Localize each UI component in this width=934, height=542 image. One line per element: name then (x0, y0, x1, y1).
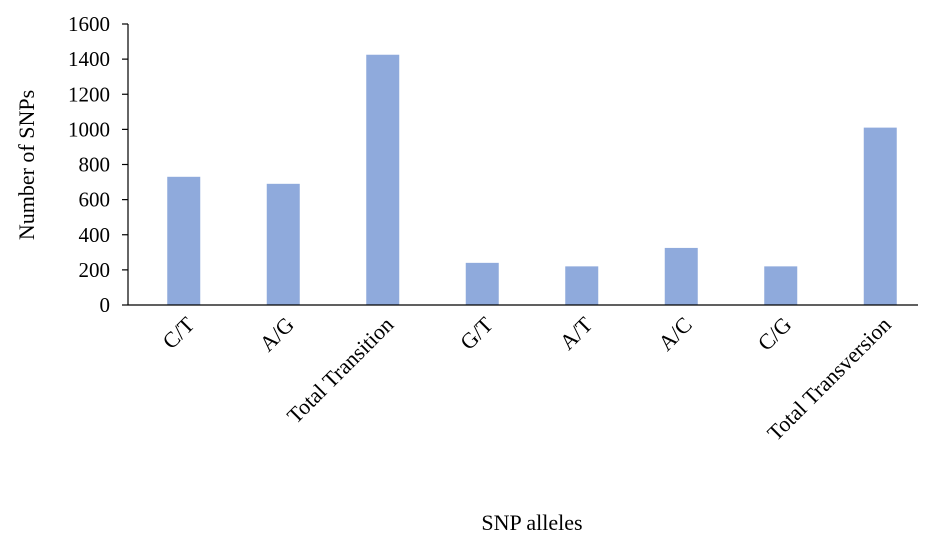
x-tick-label: A/T (555, 311, 598, 354)
x-tick-label: G/T (455, 311, 498, 354)
x-tick-label: Total Transition (282, 312, 398, 428)
y-tick-label: 1000 (68, 117, 110, 141)
bar (167, 176, 201, 305)
bar (664, 247, 698, 305)
x-axis-title: SNP alleles (481, 510, 582, 535)
x-tick-label: A/C (653, 312, 697, 356)
x-tick-label: A/G (254, 312, 299, 357)
bar (863, 127, 897, 306)
x-tick-label: C/T (157, 311, 199, 353)
bar (266, 183, 300, 305)
y-tick-label: 1200 (68, 82, 110, 106)
bar (764, 266, 798, 305)
bars-group (167, 54, 897, 306)
y-tick-label: 1600 (68, 12, 110, 36)
y-tick-label: 400 (79, 223, 111, 247)
x-tick-label: C/G (753, 312, 797, 356)
y-axis-ticks: 0 200 400 600 800 1000 1200 1400 1600 (68, 12, 128, 317)
bar (366, 54, 400, 305)
y-tick-label: 200 (79, 258, 111, 282)
y-tick-label: 0 (100, 293, 111, 317)
y-axis-title: Number of SNPs (14, 90, 39, 240)
y-tick-label: 1400 (68, 47, 110, 71)
y-tick-label: 800 (79, 153, 111, 177)
bar (565, 266, 599, 305)
y-tick-label: 600 (79, 188, 111, 212)
bar (465, 262, 499, 305)
